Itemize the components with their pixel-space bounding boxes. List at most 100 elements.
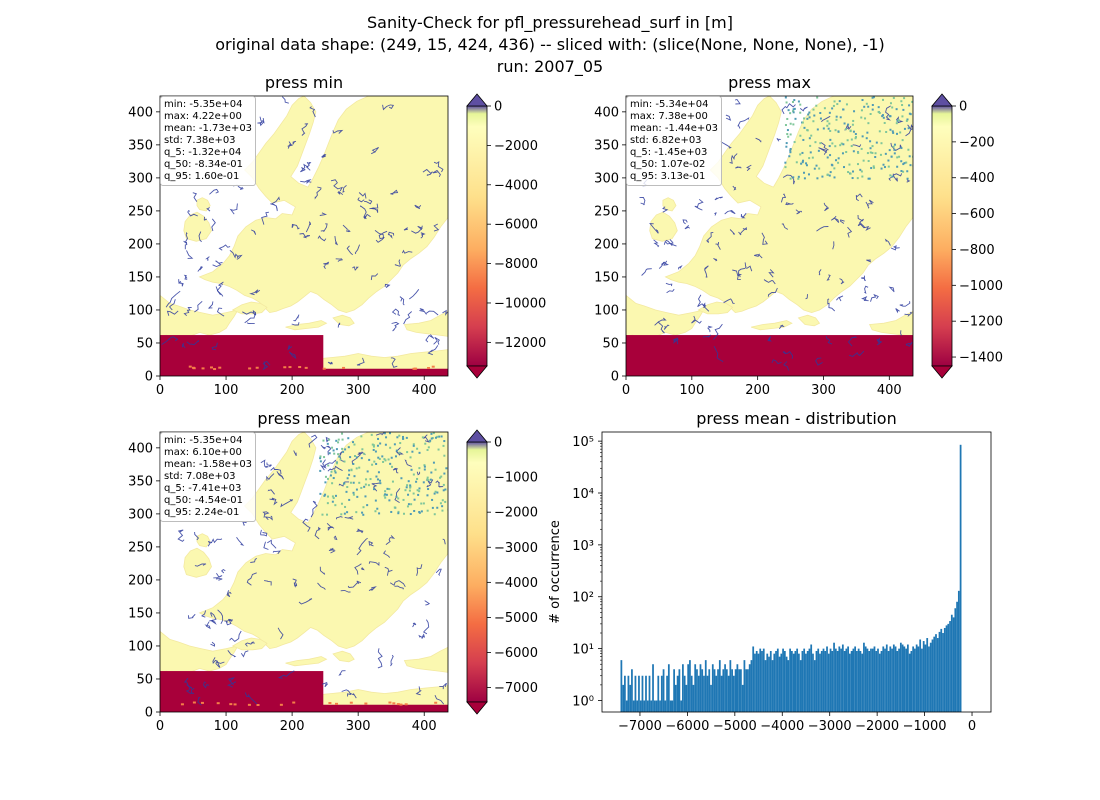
river-line — [418, 633, 425, 639]
histogram-bar — [885, 644, 888, 712]
moisture-cell — [429, 478, 432, 481]
moisture-cell — [911, 100, 913, 103]
river-line — [319, 459, 327, 471]
histogram-bar — [952, 617, 955, 712]
moisture-cell — [319, 492, 322, 495]
histogram-bar — [854, 646, 857, 712]
moisture-cell — [389, 462, 392, 465]
low-pressure-cell — [255, 366, 259, 369]
moisture-cell — [785, 142, 788, 145]
moisture-cell — [900, 160, 903, 163]
moisture-cell — [808, 116, 811, 119]
moisture-cell — [819, 142, 822, 145]
moisture-cell — [331, 482, 334, 485]
figure-title-line-2: original data shape: (249, 15, 424, 436)… — [215, 35, 885, 54]
histogram-bar — [866, 648, 869, 712]
histogram-bar — [808, 648, 811, 712]
river-line — [782, 350, 794, 359]
river-line — [744, 262, 747, 267]
histogram-bar — [622, 684, 625, 712]
moisture-cell — [880, 142, 883, 145]
hist-x-tick-label: −1000 — [903, 719, 947, 734]
river-line — [732, 185, 737, 191]
histogram-bar — [731, 669, 733, 712]
stats-line: std: 6.82e+03 — [630, 135, 702, 146]
moisture-cell — [800, 162, 803, 165]
moisture-cell — [345, 490, 348, 493]
moisture-cell — [379, 479, 382, 482]
histogram-bar — [701, 669, 704, 712]
river-line — [267, 489, 275, 495]
histogram-bar — [697, 675, 700, 712]
river-line — [391, 308, 401, 316]
moisture-cell — [898, 155, 901, 158]
histogram-bar — [750, 660, 753, 712]
colorbar-tick-label: −4000 — [494, 576, 538, 591]
moisture-cell — [389, 446, 392, 449]
histogram-bar — [646, 700, 649, 712]
moisture-cell — [806, 129, 809, 132]
river-line — [861, 275, 866, 282]
river-line — [266, 462, 273, 468]
histogram-bar — [660, 675, 663, 712]
moisture-cell — [405, 436, 408, 439]
moisture-cell — [875, 141, 878, 144]
moisture-cell — [406, 505, 409, 508]
y-tick-label: 150 — [128, 606, 153, 621]
river-line — [714, 196, 723, 201]
land-region — [697, 301, 734, 315]
low-pressure-cell — [188, 365, 192, 368]
y-tick-label: 50 — [136, 672, 153, 687]
river-line — [187, 613, 196, 619]
moisture-cell — [335, 439, 338, 442]
river-line — [317, 235, 327, 242]
river-line — [244, 641, 255, 647]
low-pressure-cell — [399, 703, 403, 706]
x-tick-label: 300 — [346, 719, 371, 734]
histogram-bar — [650, 700, 653, 712]
moisture-cell — [860, 109, 863, 112]
land-region — [285, 320, 328, 331]
moisture-cell — [833, 100, 836, 103]
river-line — [340, 589, 351, 593]
y-tick-label: 150 — [128, 270, 153, 285]
colorbar-tick-label: −2000 — [494, 139, 538, 154]
river-line — [209, 188, 219, 195]
histogram-bar — [699, 664, 702, 712]
moisture-cell — [360, 457, 363, 460]
histogram-bar — [954, 608, 957, 712]
histogram-bar — [783, 650, 786, 712]
moisture-cell — [395, 495, 398, 498]
moisture-cell — [792, 110, 795, 113]
moisture-cell — [810, 134, 813, 137]
histogram-bar — [822, 648, 825, 712]
moisture-cell — [397, 497, 400, 500]
moisture-cell — [379, 482, 382, 485]
river-line — [302, 518, 311, 532]
river-line — [363, 213, 371, 220]
histogram-bar — [769, 650, 772, 712]
river-line — [224, 618, 233, 622]
stats-line: q_95: 2.24e-01 — [164, 507, 240, 518]
moisture-cell — [383, 458, 386, 461]
moisture-cell — [406, 484, 409, 487]
moisture-cell — [444, 500, 447, 503]
moisture-cell — [373, 460, 376, 463]
low-pressure-cell — [388, 701, 392, 704]
river-line — [349, 692, 357, 699]
histogram-bar — [892, 644, 895, 712]
moisture-cell — [831, 107, 834, 110]
river-line — [210, 611, 217, 622]
moisture-cell — [822, 127, 825, 130]
moisture-cell — [331, 495, 334, 498]
moisture-cell — [834, 145, 837, 148]
river-line — [334, 465, 343, 472]
histogram-bar — [776, 648, 779, 712]
river-line — [330, 179, 344, 192]
moisture-cell — [349, 481, 352, 484]
river-line — [356, 528, 364, 534]
moisture-cell — [867, 122, 870, 125]
histogram-bar — [636, 700, 639, 712]
moisture-cell — [846, 139, 849, 142]
